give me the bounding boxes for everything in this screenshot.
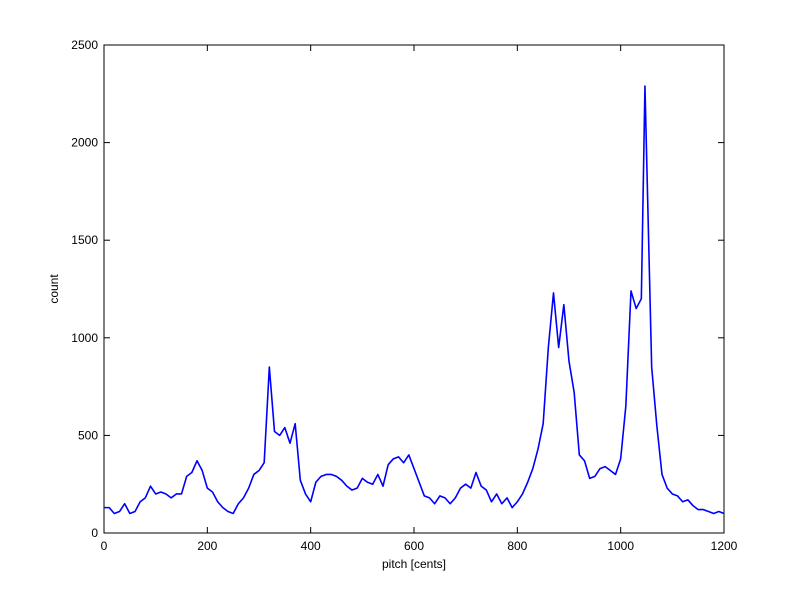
y-tick-label: 500 — [78, 428, 98, 442]
x-axis-label: pitch [cents] — [382, 557, 446, 571]
y-tick-label: 2500 — [71, 38, 98, 52]
x-tick-label: 1200 — [711, 539, 738, 553]
y-tick-label: 1000 — [71, 331, 98, 345]
line-series — [104, 85, 725, 515]
plot-frame — [103, 44, 725, 534]
x-tick-label: 0 — [101, 539, 108, 553]
x-tick-label: 1000 — [607, 539, 634, 553]
x-tick-label: 200 — [197, 539, 217, 553]
y-tick-label: 1500 — [71, 233, 98, 247]
x-tick-label: 400 — [301, 539, 321, 553]
y-tick-label: 0 — [91, 526, 98, 540]
x-tick-label: 600 — [404, 539, 424, 553]
y-axis-label: count — [47, 274, 61, 304]
y-tick-label: 2000 — [71, 136, 98, 150]
x-tick-label: 800 — [507, 539, 527, 553]
